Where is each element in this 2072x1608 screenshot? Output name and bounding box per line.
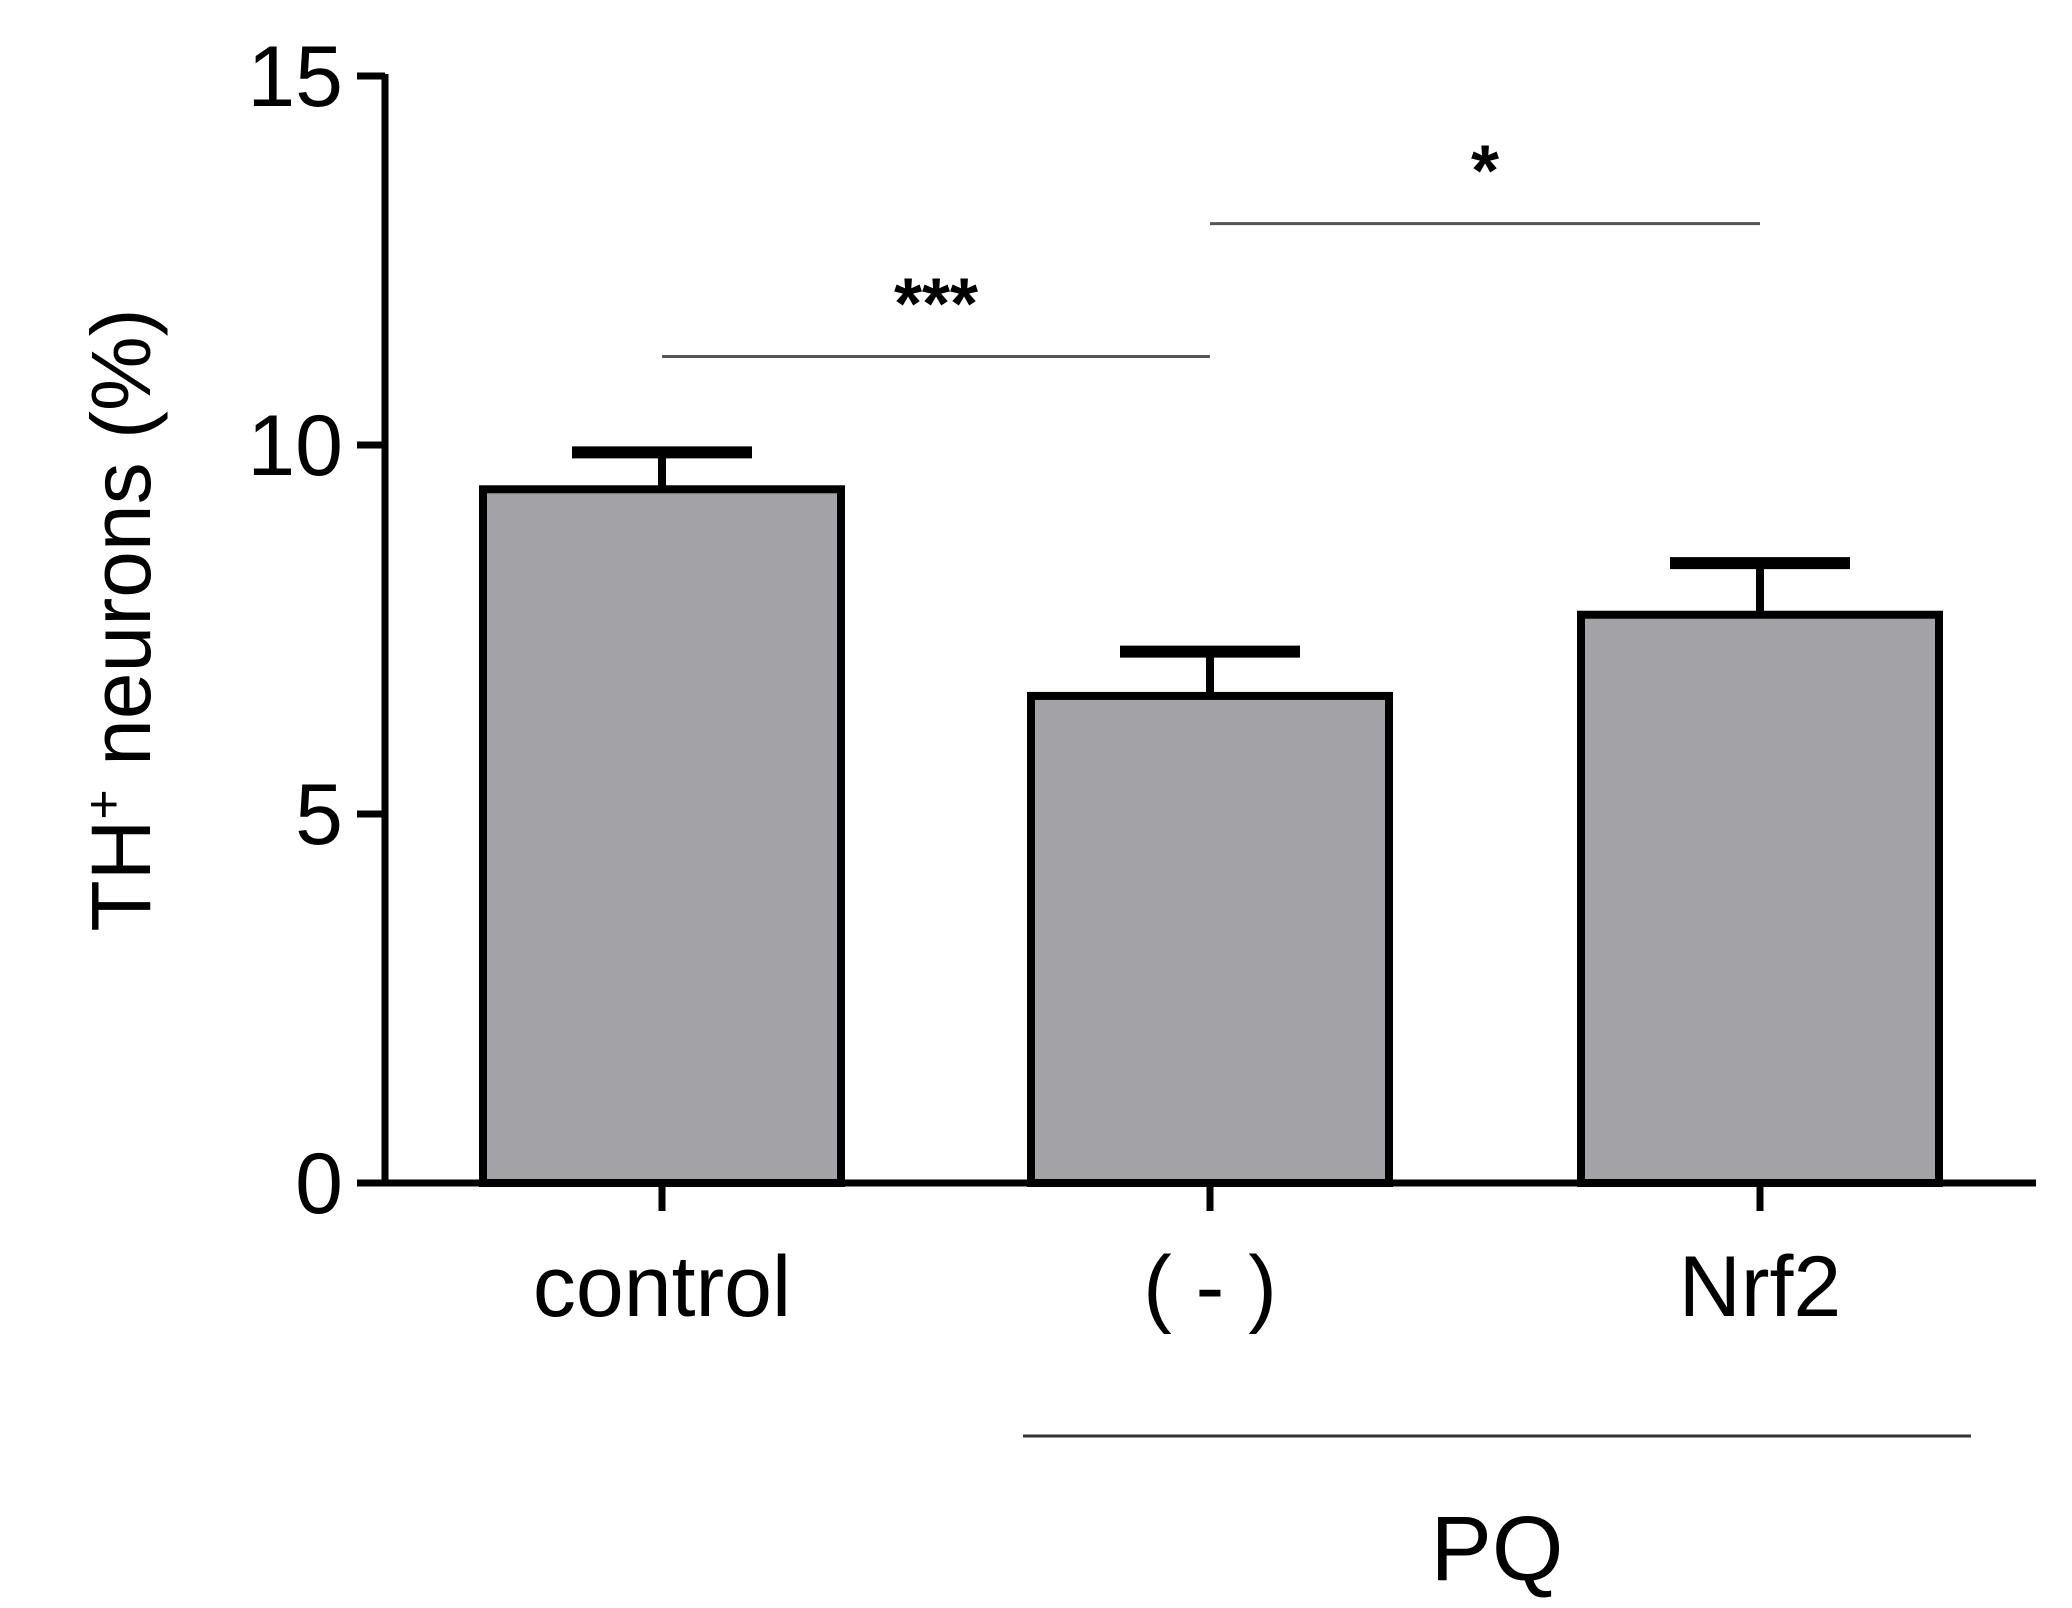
y-axis-label-superscript: + — [75, 789, 133, 819]
group-annotation: PQ — [1023, 1434, 1971, 1600]
significance-marker: *** — [894, 264, 978, 344]
bar — [1577, 610, 1943, 1187]
group-label: PQ — [1431, 1498, 1564, 1600]
y-axis-label-main: TH — [74, 820, 168, 932]
axes: 0 5 10 15 control ( - ) Nrf2 — [247, 29, 2036, 1335]
x-tick-label: ( - ) — [1143, 1239, 1277, 1335]
bar — [1027, 691, 1393, 1187]
y-tick-label: 5 — [295, 767, 343, 863]
significance-marker: * — [1471, 132, 1499, 212]
significance-annotations: **** — [662, 132, 1760, 358]
svg-text:TH+ neurons (%): TH+ neurons (%) — [74, 308, 168, 931]
y-tick-label: 15 — [247, 29, 343, 125]
error-bars — [572, 446, 1850, 696]
x-tick-label: control — [533, 1239, 791, 1335]
y-axis-label: TH+ neurons (%) — [74, 308, 168, 931]
y-axis-label-rest: neurons (%) — [74, 308, 168, 789]
y-tick-label: 10 — [247, 398, 343, 494]
y-tick-label: 0 — [295, 1136, 343, 1232]
x-tick-label: Nrf2 — [1679, 1239, 1841, 1335]
bar — [479, 485, 845, 1187]
bars — [479, 485, 1943, 1187]
